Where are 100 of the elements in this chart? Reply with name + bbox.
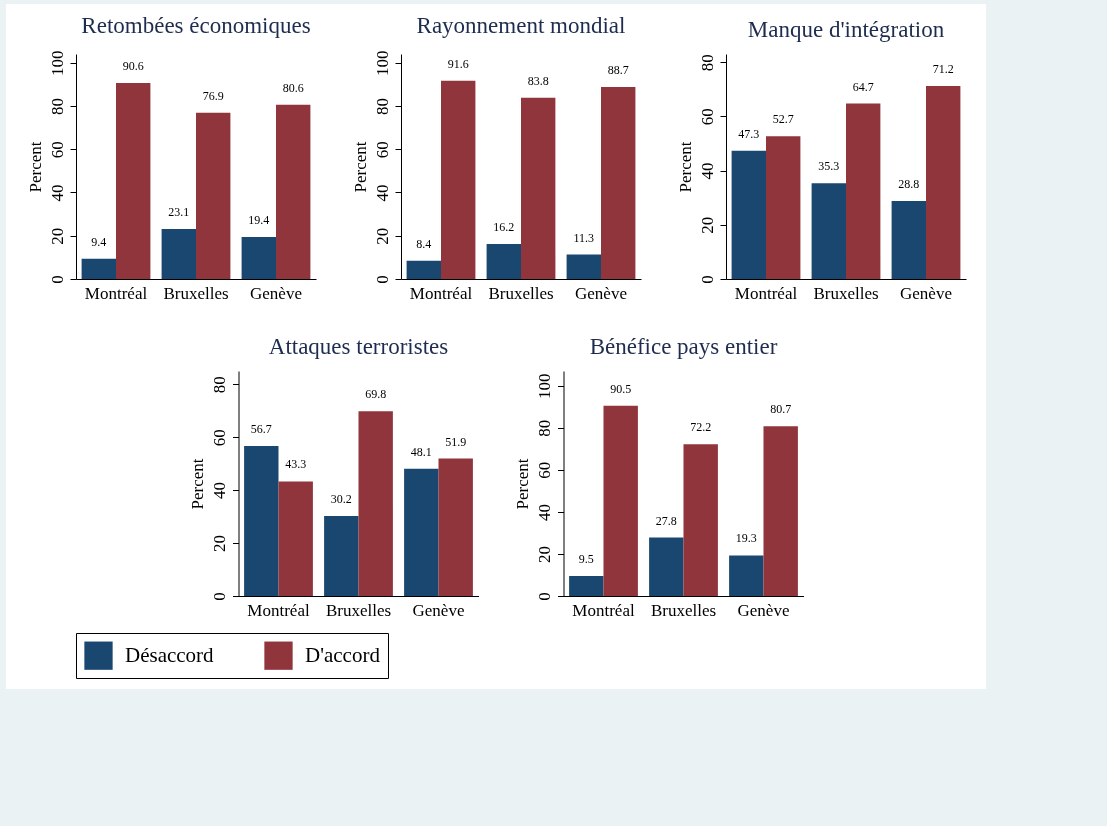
data-label: 9.4	[91, 234, 107, 249]
y-tick-label: 40	[697, 162, 717, 180]
y-tick-label: 80	[210, 376, 229, 394]
y-tick-label: 0	[372, 275, 392, 284]
data-label: 8.4	[416, 236, 432, 251]
y-tick-label: 20	[535, 545, 554, 563]
bar	[81, 258, 116, 279]
x-tick-label: Genève	[412, 600, 465, 620]
bar	[116, 82, 151, 279]
data-label: 51.9	[445, 434, 467, 449]
y-axis-title: Percent	[25, 141, 45, 193]
bar	[649, 537, 684, 596]
bar	[486, 243, 521, 279]
y-tick-label: 40	[47, 184, 67, 202]
bar	[729, 555, 764, 596]
bar	[521, 97, 556, 279]
chart-title: Rayonnement mondial	[416, 12, 626, 38]
data-label: 90.5	[610, 381, 632, 396]
chart-title: Retombées économiques	[81, 12, 311, 38]
bar	[926, 85, 961, 279]
bar	[404, 468, 439, 596]
x-tick-label: Bruxelles	[650, 600, 717, 620]
y-tick-label: 0	[210, 592, 229, 601]
x-tick-label: Bruxelles	[325, 600, 392, 620]
bar	[358, 411, 393, 596]
bar	[244, 445, 279, 596]
data-label: 88.7	[607, 63, 629, 78]
bar	[324, 516, 359, 596]
y-tick-label: 60	[372, 141, 392, 159]
data-label: 91.6	[447, 56, 469, 71]
y-tick-label: 80	[47, 97, 67, 115]
data-label: 43.3	[285, 457, 307, 472]
data-label: 16.2	[493, 219, 515, 234]
data-label: 9.5	[578, 552, 594, 567]
data-label: 71.2	[932, 61, 954, 76]
x-tick-label: Genève	[250, 283, 302, 303]
y-tick-label: 80	[697, 54, 717, 72]
bar	[406, 260, 441, 279]
data-label: 76.9	[202, 88, 224, 103]
data-label: 64.7	[852, 79, 874, 94]
data-label: 28.8	[898, 176, 920, 191]
bar	[601, 87, 636, 279]
data-label: 19.3	[735, 531, 757, 546]
bar	[441, 80, 476, 279]
data-label: 72.2	[690, 420, 712, 435]
y-tick-label: 40	[535, 503, 554, 521]
data-label: 52.7	[772, 112, 794, 127]
y-tick-label: 0	[697, 275, 717, 284]
chart-title: Manque d'intégration	[747, 16, 945, 42]
y-axis-title: Percent	[350, 141, 370, 193]
bar	[566, 254, 601, 279]
bar	[196, 112, 231, 279]
data-label: 30.2	[330, 492, 352, 507]
data-label: 11.3	[573, 230, 595, 245]
chart-title: Bénéfice pays entier	[589, 334, 778, 359]
data-label: 90.6	[122, 58, 144, 73]
y-tick-label: 100	[372, 50, 392, 76]
bar	[763, 426, 798, 596]
y-tick-label: 60	[47, 141, 67, 159]
y-tick-label: 20	[210, 535, 229, 553]
legend-label: Désaccord	[125, 642, 215, 667]
x-tick-label: Genève	[737, 600, 790, 620]
y-tick-label: 60	[210, 429, 229, 447]
y-tick-label: 80	[372, 97, 392, 115]
x-tick-label: Genève	[575, 283, 627, 303]
x-tick-label: Genève	[900, 283, 952, 303]
bar	[569, 576, 604, 596]
y-tick-label: 20	[47, 227, 67, 245]
chart-title: Attaques terroristes	[268, 334, 449, 359]
bar	[846, 103, 881, 279]
y-tick-label: 100	[47, 50, 67, 76]
data-label: 27.8	[655, 513, 677, 528]
data-label: 56.7	[250, 421, 272, 436]
legend-label: D'accord	[305, 642, 381, 667]
x-tick-label: Montréal	[247, 600, 310, 620]
data-label: 23.1	[168, 205, 190, 220]
y-tick-label: 20	[372, 227, 392, 245]
data-label: 69.8	[365, 387, 387, 402]
y-tick-label: 0	[535, 592, 554, 601]
x-tick-label: Montréal	[734, 283, 798, 303]
data-label: 47.3	[738, 126, 760, 141]
data-label: 35.3	[818, 159, 840, 174]
y-axis-title: Percent	[188, 458, 207, 510]
bar	[278, 481, 313, 596]
y-tick-label: 100	[535, 373, 554, 399]
bar	[276, 104, 311, 279]
y-tick-label: 40	[372, 184, 392, 202]
bar	[766, 136, 801, 279]
y-tick-label: 40	[210, 482, 229, 500]
y-tick-label: 20	[697, 216, 717, 234]
x-tick-label: Bruxelles	[813, 283, 879, 303]
bar	[891, 200, 926, 279]
bar	[811, 183, 846, 279]
x-tick-label: Montréal	[84, 283, 148, 303]
bar	[731, 150, 766, 279]
bar	[438, 458, 473, 596]
bar	[603, 405, 638, 596]
data-label: 83.8	[527, 73, 549, 88]
x-tick-label: Montréal	[409, 283, 473, 303]
bar	[683, 444, 718, 596]
